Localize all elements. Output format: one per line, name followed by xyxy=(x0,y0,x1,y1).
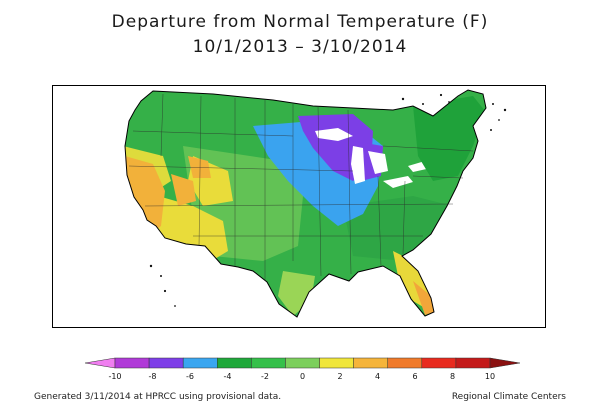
legend-swatch xyxy=(251,357,286,369)
legend-arrow-high xyxy=(489,357,520,369)
legend-swatch xyxy=(182,357,218,369)
legend-tick-label: -10 xyxy=(108,372,121,381)
legend-tick-label: 10 xyxy=(485,372,495,381)
generation-note: Generated 3/11/2014 at HPRCC using provi… xyxy=(34,392,282,402)
legend-swatch xyxy=(353,357,388,369)
legend-arrow-low xyxy=(85,357,116,369)
legend-tick-label: -6 xyxy=(186,372,194,381)
legend-tick-label: 4 xyxy=(375,372,380,381)
legend-tick-label: 2 xyxy=(337,372,342,381)
legend-swatch xyxy=(114,357,150,369)
us-temperature-map xyxy=(124,89,507,318)
legend-swatch xyxy=(148,357,184,369)
legend-tick-label: -4 xyxy=(224,372,232,381)
legend-swatch xyxy=(455,357,491,369)
temperature-map-frame xyxy=(52,85,546,328)
legend-tick-label: 6 xyxy=(412,372,417,381)
source-credit: Regional Climate Centers xyxy=(451,392,566,402)
legend-swatch xyxy=(421,357,457,369)
map-date-range: 10/1/2013 – 3/10/2014 xyxy=(192,37,408,57)
map-title: Departure from Normal Temperature (F) xyxy=(111,12,489,32)
legend-swatch xyxy=(387,357,423,369)
legend-tick-label: -2 xyxy=(261,372,269,381)
legend-swatch xyxy=(285,357,320,369)
color-scale-legend: -10 -8 -6 -4 -2 0 2 4 6 8 10 xyxy=(85,357,520,381)
legend-swatch xyxy=(319,357,354,369)
legend-tick-label: 8 xyxy=(450,372,455,381)
legend-tick-label: -8 xyxy=(149,372,157,381)
legend-tick-label: 0 xyxy=(300,372,305,381)
legend-swatch xyxy=(217,357,252,369)
